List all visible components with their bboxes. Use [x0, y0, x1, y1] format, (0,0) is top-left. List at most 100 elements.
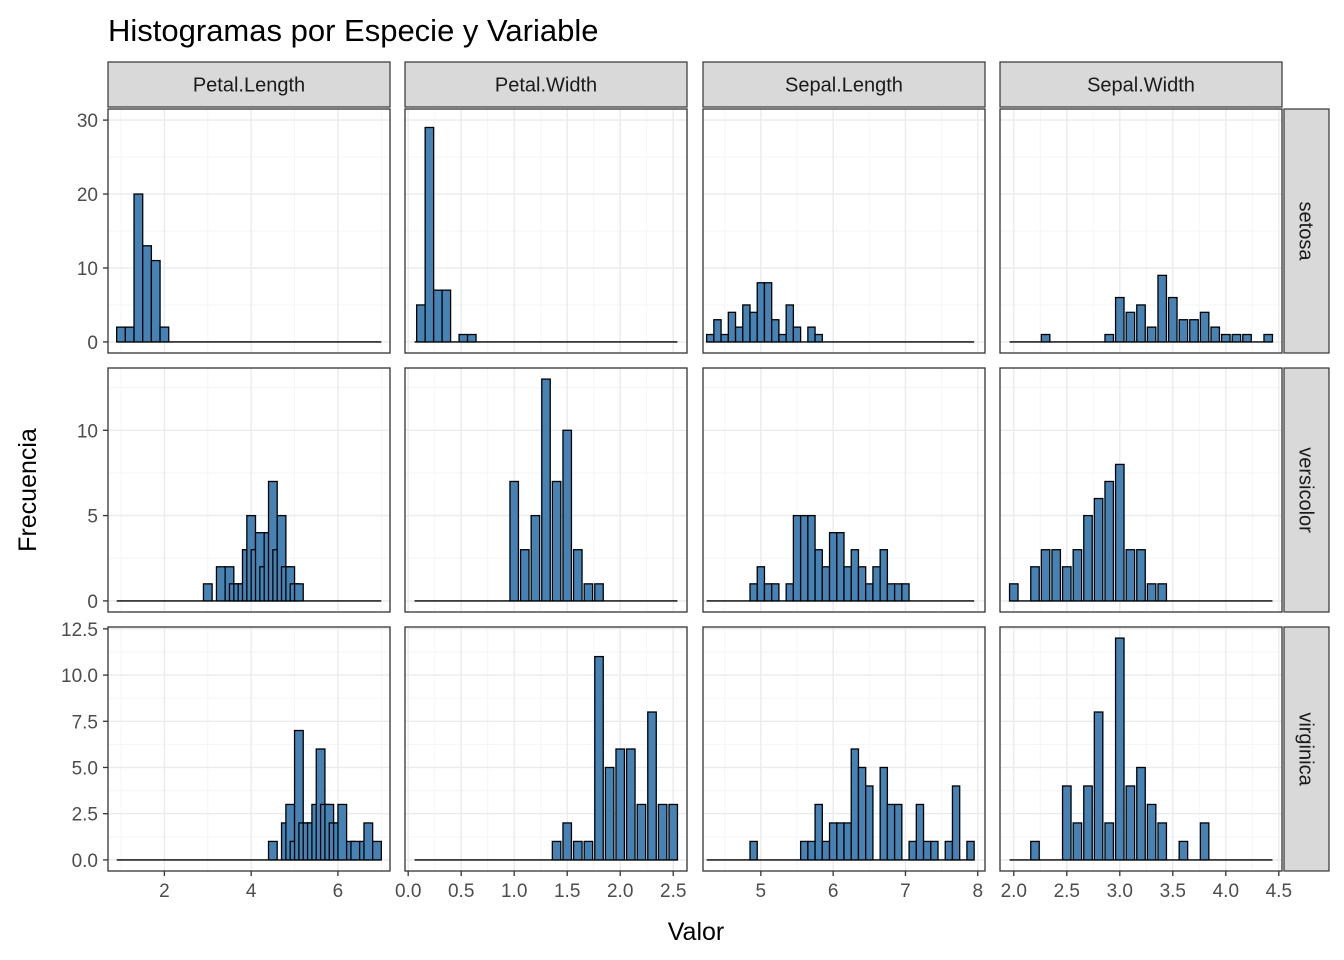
strip-label-sepal-width: Sepal.Width — [1087, 75, 1195, 97]
histogram-bar — [836, 532, 845, 602]
histogram-bar — [1061, 785, 1072, 861]
strip-label-sepal-length: Sepal.Length — [785, 75, 903, 97]
y-tick-label: 30 — [77, 111, 98, 132]
x-tick-label: 2.0 — [607, 881, 633, 902]
histogram-bar — [551, 840, 562, 861]
histogram-bar — [1104, 333, 1115, 343]
strip-petal-width — [404, 61, 688, 108]
histogram-bar — [749, 311, 758, 343]
histogram-bar — [814, 549, 823, 602]
histogram-bar — [1083, 785, 1093, 861]
histogram-bar — [1157, 583, 1168, 602]
histogram-bar — [133, 193, 144, 343]
histogram-bar — [432, 289, 443, 343]
histogram-bar — [886, 803, 896, 861]
histogram-bar — [615, 748, 626, 861]
histogram-bar — [1210, 326, 1221, 343]
histogram-bar — [872, 566, 881, 602]
panel-border — [107, 108, 391, 354]
histogram-bar — [792, 326, 802, 343]
panel-versicolor-sepal-length — [702, 367, 986, 613]
histogram-bar — [150, 259, 161, 343]
histogram-bar — [1167, 296, 1178, 343]
histogram-bar — [124, 326, 135, 343]
histogram-bar — [1104, 480, 1115, 602]
y-tick-label: 5 — [87, 507, 98, 528]
histogram-bar — [749, 840, 758, 861]
histogram-bar — [850, 748, 860, 861]
histogram-bar — [1040, 549, 1051, 602]
x-tick-label: 6 — [333, 881, 344, 902]
histogram-bar — [785, 304, 795, 343]
x-tick-label: 1.0 — [501, 881, 527, 902]
histogram-bar — [416, 304, 426, 343]
histogram-bar — [1189, 319, 1199, 343]
x-tick-label: 6 — [828, 881, 839, 902]
x-tick-label: 3.0 — [1107, 881, 1133, 902]
histogram-bar — [879, 766, 889, 861]
histogram-bar — [636, 803, 647, 861]
histogram-bar — [828, 532, 838, 602]
panel-virginica-sepal-width: 2.0 2.5 3.0 3.5 4.0 4.5 — [999, 626, 1292, 902]
panel-virginica-petal-length: 0.0 2.5 5.0 7.5 10.0 12.5 2 4 6 — [61, 620, 391, 902]
y-tick-label: 0.0 — [72, 851, 98, 872]
histogram-bar — [893, 803, 903, 861]
chart-title: Histogramas por Especie y Variable — [108, 13, 598, 48]
histogram-bar — [363, 822, 374, 861]
histogram-bar — [720, 333, 729, 343]
x-axis-title: Valor — [668, 918, 725, 946]
histogram-bar — [1104, 822, 1115, 861]
histogram-bar — [519, 549, 530, 602]
histogram-bar — [756, 282, 766, 343]
histogram-bar — [734, 326, 744, 343]
histogram-bar — [1061, 566, 1072, 602]
histogram-bar — [1146, 583, 1157, 602]
histogram-bar — [727, 311, 737, 343]
histogram-bar — [424, 126, 435, 343]
histogram-bar — [792, 514, 802, 602]
histogram-bar — [857, 766, 867, 861]
histogram-bar — [1125, 311, 1136, 343]
panel-setosa-sepal-width — [999, 108, 1283, 354]
histogram-bar — [705, 333, 715, 343]
panel-versicolor-petal-length: 0 5 10 — [77, 367, 391, 613]
panel-border — [107, 367, 391, 613]
histogram-bar — [915, 803, 925, 861]
histogram-bar — [1114, 637, 1125, 861]
histogram-bar — [756, 566, 766, 602]
histogram-bar — [908, 840, 917, 861]
panel-border — [404, 108, 688, 354]
histogram-bar — [930, 840, 939, 861]
x-tick-label: 4 — [246, 881, 257, 902]
histogram-bar — [466, 333, 477, 343]
strip-label-petal-length: Petal.Length — [193, 75, 305, 97]
strip-setosa — [1283, 108, 1330, 354]
histogram-bar — [215, 566, 226, 602]
histogram-bar — [778, 333, 787, 343]
histogram-bar — [836, 822, 845, 861]
y-tick-label: 7.5 — [72, 712, 98, 733]
histogram-bar — [1125, 785, 1136, 861]
histogram-bar — [530, 514, 541, 602]
x-tick-label: 0.0 — [395, 881, 421, 902]
x-tick-label: 2.0 — [1001, 881, 1027, 902]
panel-versicolor-sepal-width — [999, 367, 1283, 613]
y-tick-label: 5.0 — [72, 758, 98, 779]
panel-virginica-petal-width: 0.0 0.5 1.0 1.5 2.0 2.5 — [395, 626, 688, 902]
histogram-bar — [202, 583, 213, 602]
panel-virginica-sepal-length: 5 6 7 8 — [702, 626, 986, 902]
histogram-bar — [742, 304, 751, 343]
histogram-bar — [1136, 549, 1146, 602]
histogram-bar — [1263, 333, 1274, 343]
y-tick-label: 10 — [77, 259, 98, 280]
histogram-bar — [1199, 311, 1210, 343]
histogram-bar — [1220, 333, 1231, 343]
histogram-bar — [441, 289, 452, 343]
panel-border — [702, 367, 986, 613]
strip-petal-length — [107, 61, 391, 108]
histogram-bar — [799, 840, 809, 861]
histogram-bar — [541, 378, 551, 602]
strip-label-virginica: virginica — [1295, 712, 1317, 786]
histogram-bar — [865, 583, 874, 602]
strip-sepal-length — [702, 61, 986, 108]
